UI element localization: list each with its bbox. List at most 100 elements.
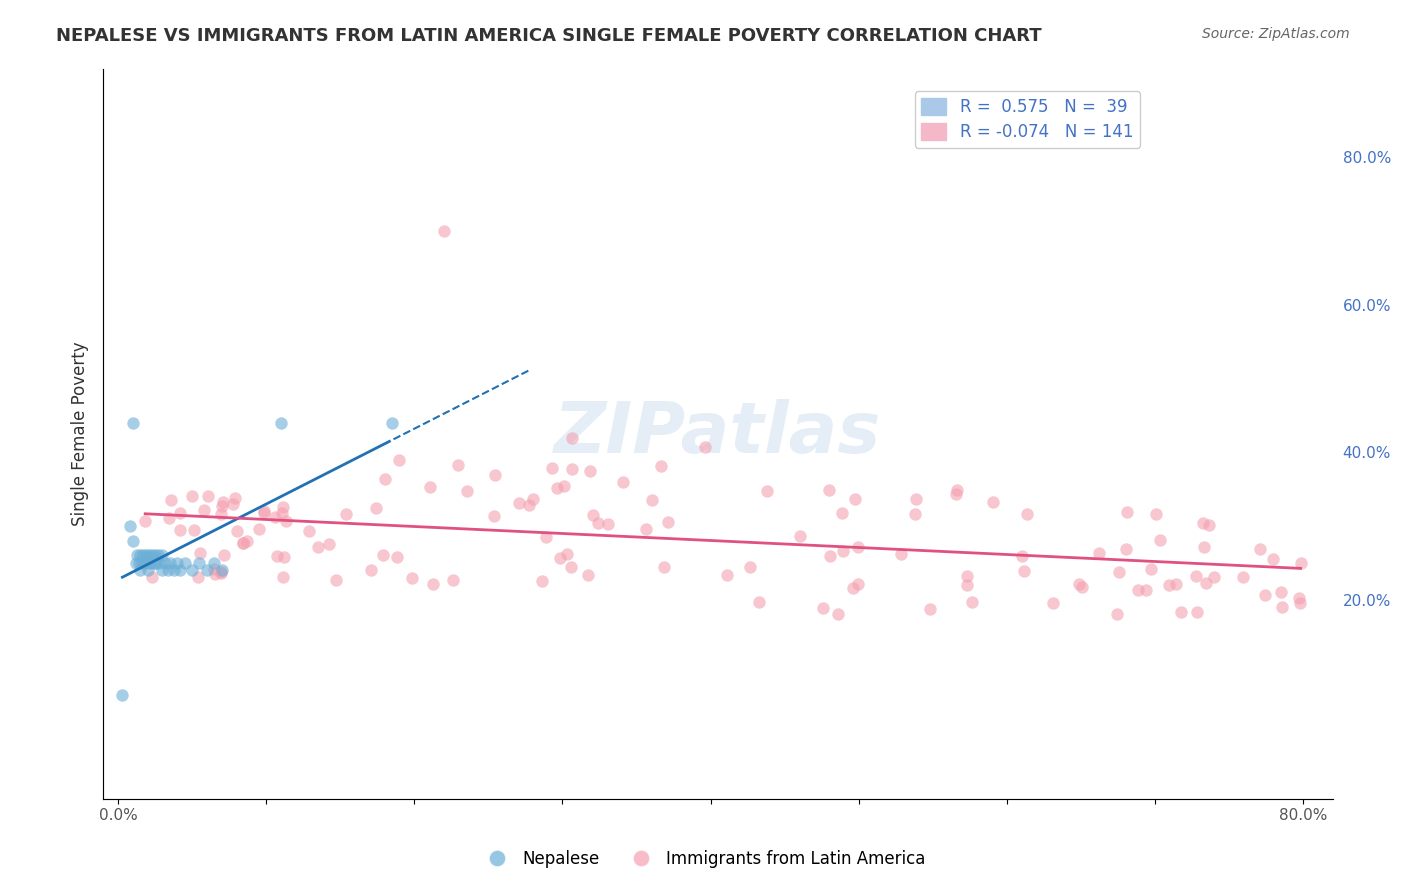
Point xyxy=(271,500,294,514)
Point xyxy=(1070,580,1092,594)
Point xyxy=(209,507,232,521)
Point xyxy=(139,556,162,570)
Point xyxy=(1135,582,1157,597)
Point xyxy=(738,560,761,574)
Point xyxy=(266,549,288,564)
Legend: R =  0.575   N =  39, R = -0.074   N = 141: R = 0.575 N = 39, R = -0.074 N = 141 xyxy=(915,92,1140,148)
Point xyxy=(650,458,672,473)
Point xyxy=(441,573,464,587)
Point xyxy=(1108,565,1130,579)
Point xyxy=(422,576,444,591)
Point xyxy=(598,517,620,532)
Point xyxy=(159,492,181,507)
Point xyxy=(555,548,578,562)
Point xyxy=(253,506,276,520)
Point xyxy=(271,570,294,584)
Point xyxy=(695,441,717,455)
Point xyxy=(388,453,411,467)
Point xyxy=(1116,505,1139,519)
Point xyxy=(225,524,247,538)
Point xyxy=(536,531,558,545)
Point xyxy=(1170,605,1192,619)
Point xyxy=(195,563,218,577)
Point xyxy=(1011,549,1033,564)
Point xyxy=(127,549,149,563)
Point xyxy=(1198,518,1220,533)
Point xyxy=(298,524,321,538)
Point xyxy=(135,549,157,563)
Point xyxy=(146,549,169,563)
Point xyxy=(253,504,276,518)
Point xyxy=(560,559,582,574)
Point xyxy=(981,495,1004,509)
Text: ZIPatlas: ZIPatlas xyxy=(554,399,882,468)
Point xyxy=(224,491,246,505)
Point xyxy=(150,563,173,577)
Point xyxy=(1289,556,1312,570)
Point xyxy=(1288,591,1310,605)
Point xyxy=(249,522,271,536)
Point xyxy=(517,498,540,512)
Point xyxy=(318,537,340,551)
Point xyxy=(1140,561,1163,575)
Point xyxy=(385,550,408,565)
Point xyxy=(157,511,180,525)
Point xyxy=(134,514,156,528)
Point xyxy=(482,508,505,523)
Point xyxy=(1271,600,1294,615)
Point xyxy=(371,548,394,562)
Point xyxy=(1185,568,1208,582)
Point xyxy=(188,556,211,570)
Point xyxy=(827,607,849,621)
Point xyxy=(401,571,423,585)
Point xyxy=(1144,508,1167,522)
Point xyxy=(232,535,254,549)
Point xyxy=(890,547,912,561)
Point xyxy=(132,549,155,563)
Point xyxy=(484,467,506,482)
Point xyxy=(748,595,770,609)
Point xyxy=(232,536,254,550)
Point xyxy=(956,577,979,591)
Point xyxy=(553,479,575,493)
Text: Source: ZipAtlas.com: Source: ZipAtlas.com xyxy=(1202,27,1350,41)
Point xyxy=(1105,607,1128,621)
Point xyxy=(1263,552,1285,566)
Point xyxy=(755,484,778,499)
Point xyxy=(138,549,160,563)
Point xyxy=(1270,585,1292,599)
Point xyxy=(136,563,159,577)
Point xyxy=(1191,516,1213,530)
Point xyxy=(1232,570,1254,584)
Point xyxy=(832,544,855,558)
Point xyxy=(111,689,134,703)
Point xyxy=(204,567,226,582)
Point xyxy=(129,549,152,563)
Point xyxy=(141,570,163,584)
Point xyxy=(789,529,811,543)
Point xyxy=(169,523,191,537)
Point xyxy=(586,516,609,531)
Point xyxy=(212,549,235,563)
Point xyxy=(186,570,208,584)
Point xyxy=(846,577,869,591)
Point xyxy=(273,550,295,565)
Point xyxy=(654,560,676,574)
Point xyxy=(581,508,603,522)
Point xyxy=(818,549,841,564)
Point xyxy=(155,556,177,570)
Point xyxy=(1192,540,1215,554)
Point xyxy=(307,540,329,554)
Point xyxy=(128,556,150,570)
Point xyxy=(920,602,942,616)
Point xyxy=(181,489,204,503)
Point xyxy=(271,506,294,520)
Point xyxy=(1015,507,1038,521)
Point xyxy=(904,507,927,521)
Point xyxy=(945,486,967,500)
Point xyxy=(716,568,738,582)
Point xyxy=(456,483,478,498)
Point xyxy=(157,563,180,577)
Point xyxy=(904,492,927,507)
Point xyxy=(1042,596,1064,610)
